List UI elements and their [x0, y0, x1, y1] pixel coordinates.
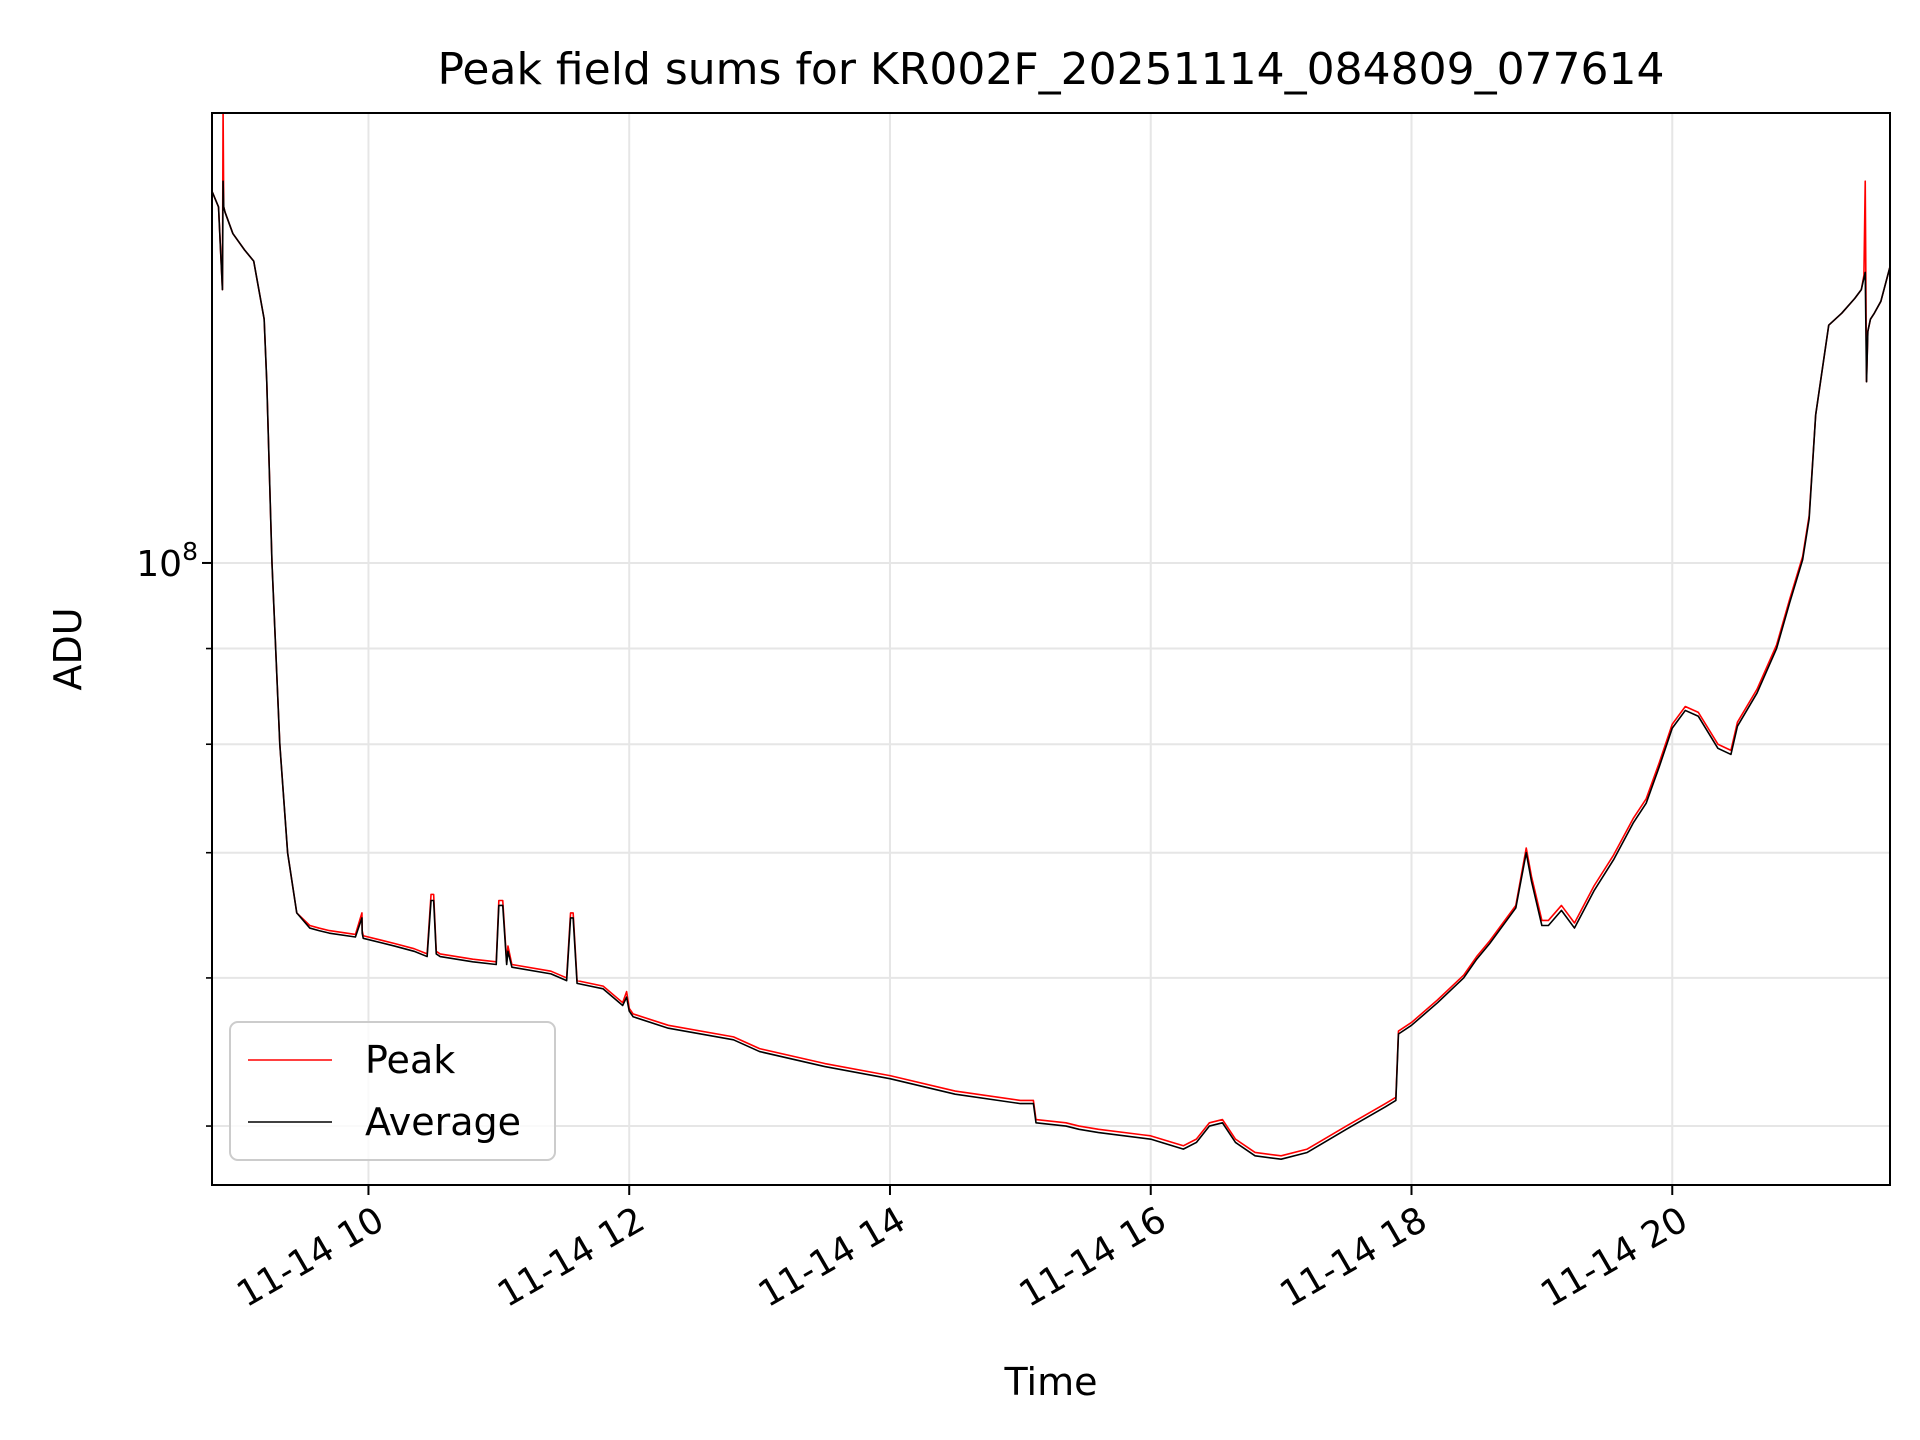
chart-title: Peak field sums for KR002F_20251114_0848…	[437, 44, 1664, 95]
legend: Peak Average	[229, 1021, 556, 1161]
series-group	[212, 113, 1890, 1161]
legend-label-peak: Peak	[365, 1038, 455, 1082]
y-axis-label: ADU	[46, 607, 90, 690]
y-tick-label: 108	[136, 537, 198, 585]
series-line-peak	[212, 113, 1890, 1157]
legend-box	[229, 1021, 556, 1161]
series-line-average	[212, 180, 1890, 1161]
legend-label-average: Average	[365, 1100, 521, 1144]
x-axis-label: Time	[1004, 1360, 1098, 1404]
